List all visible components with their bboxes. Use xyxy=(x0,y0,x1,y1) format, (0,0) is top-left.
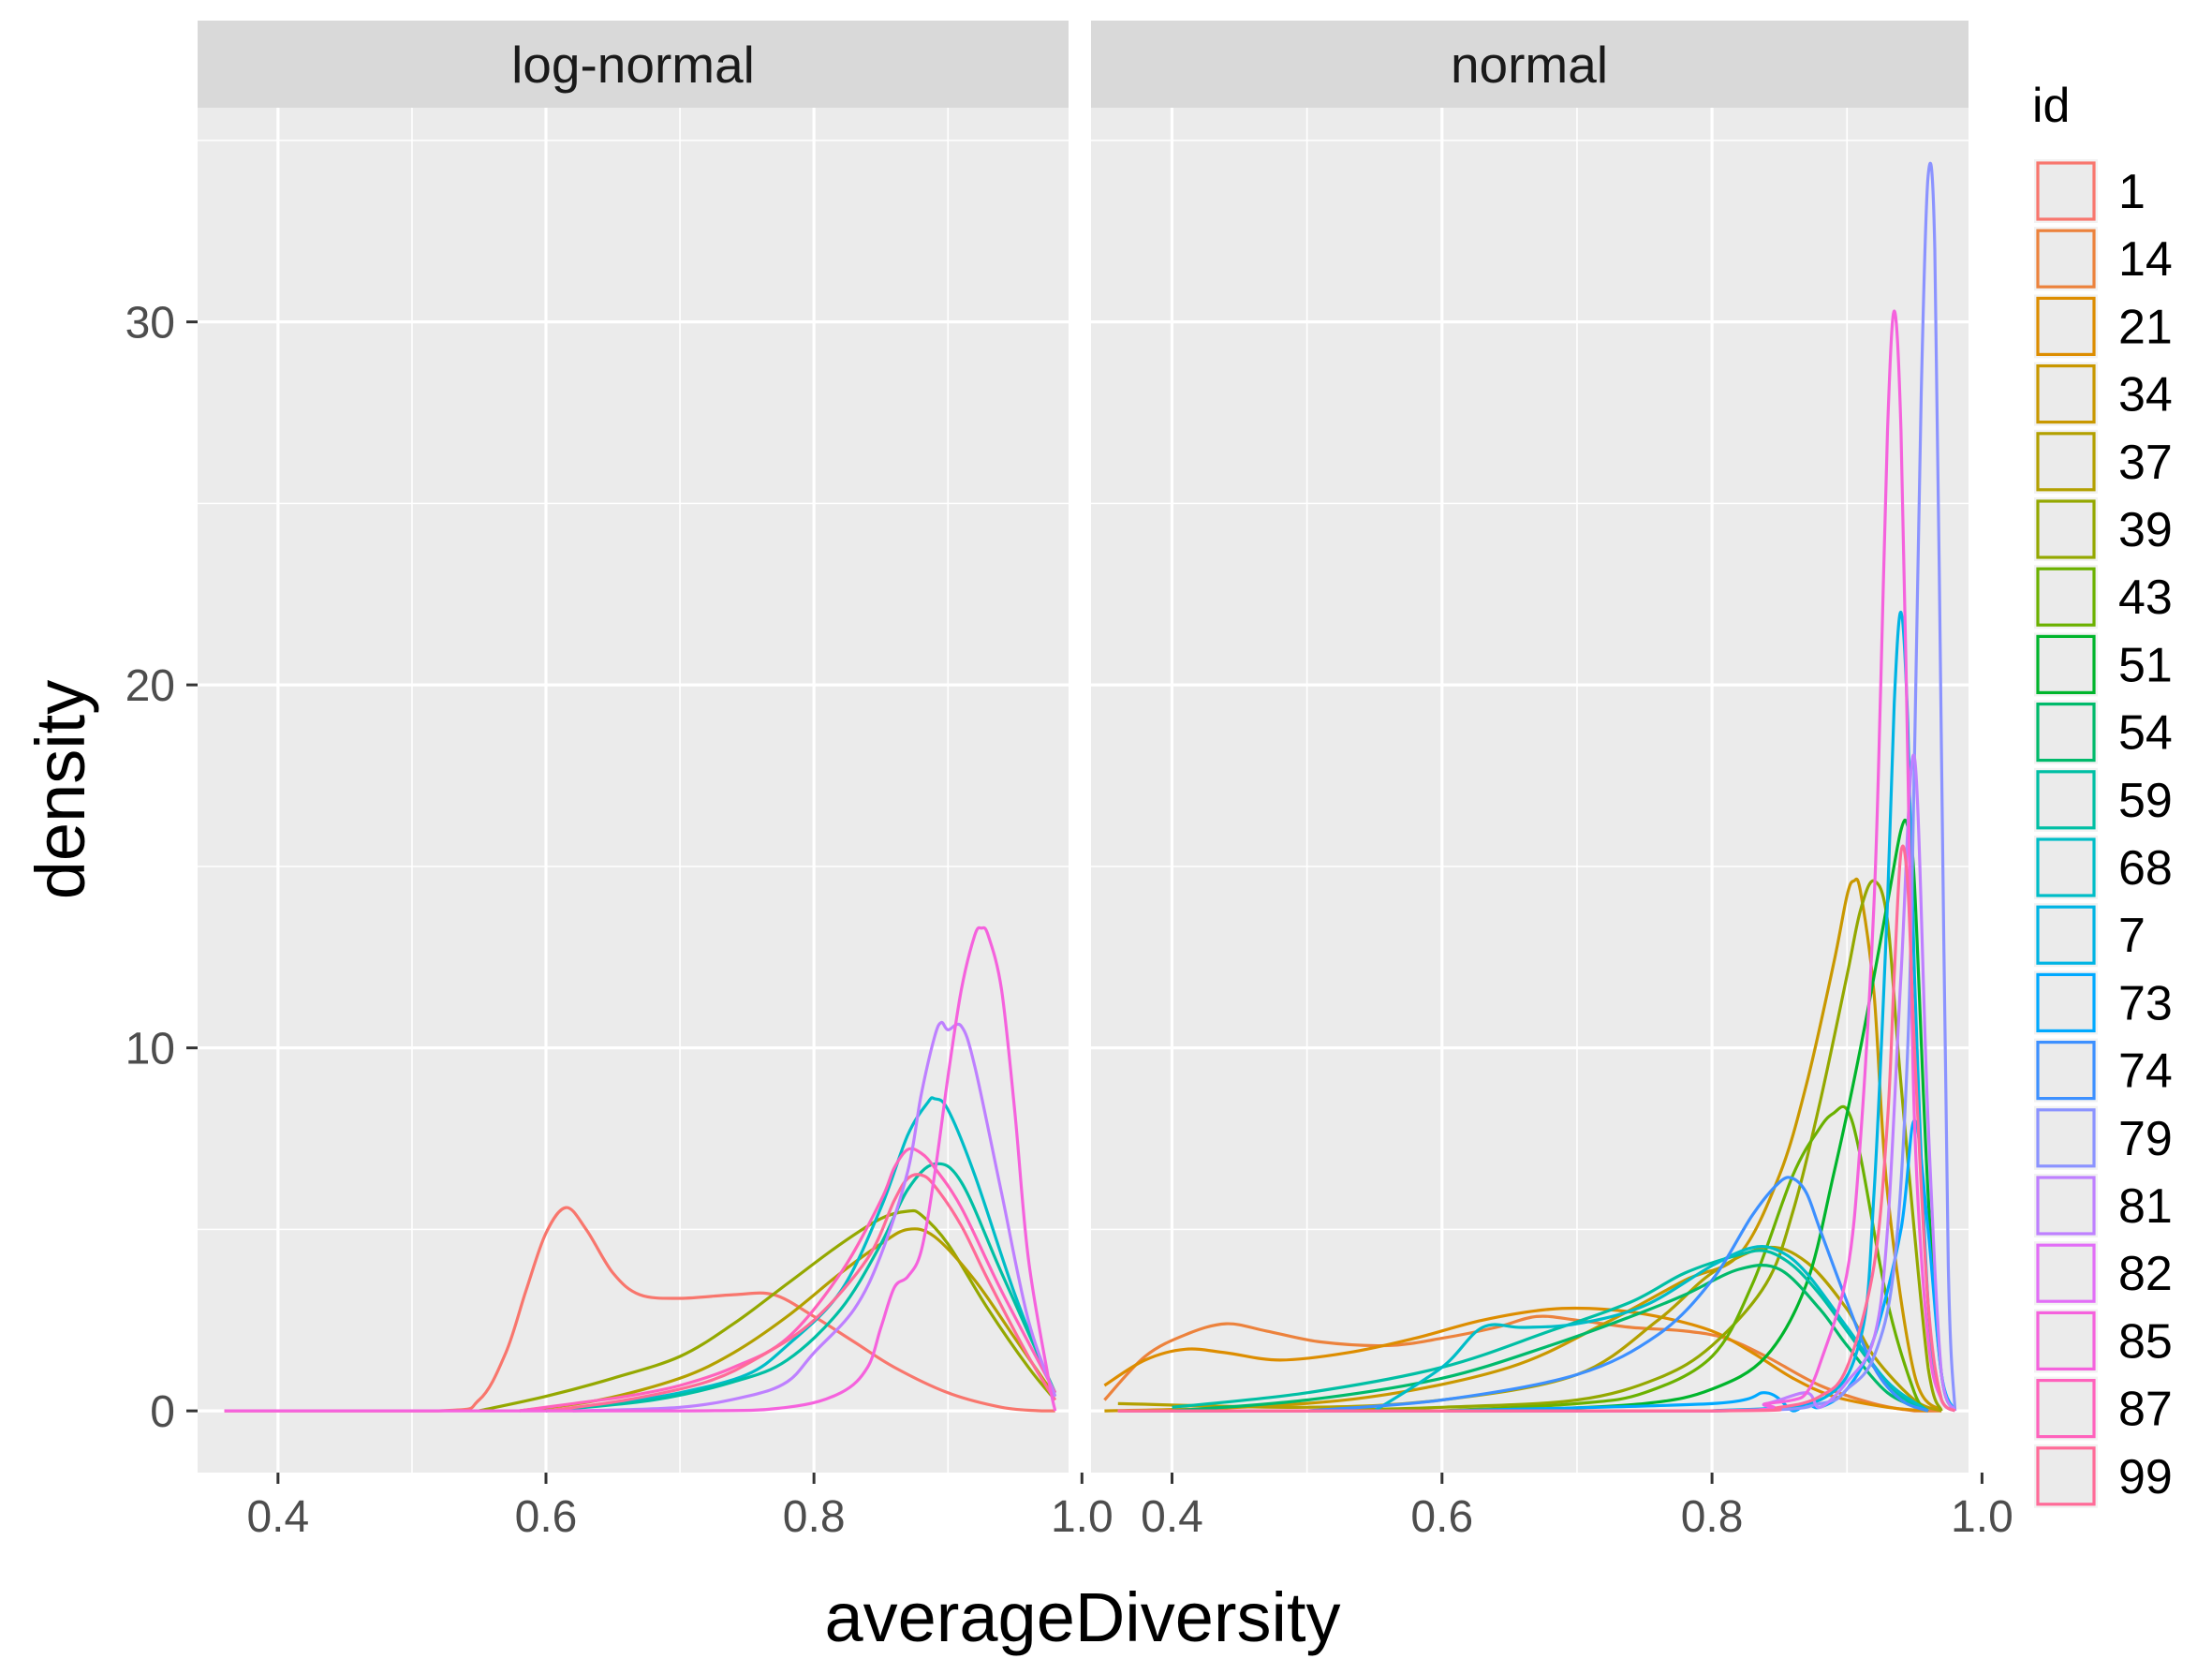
legend-key-85 xyxy=(2036,1311,2096,1371)
legend-label-1: 1 xyxy=(2118,165,2146,219)
y-tick-label: 0 xyxy=(150,1387,175,1437)
legend-label-79: 79 xyxy=(2118,1112,2173,1166)
strip-label-normal: normal xyxy=(1451,36,1608,94)
strip-label-log-normal: log-normal xyxy=(511,36,755,94)
density-lines-normal xyxy=(1103,161,1957,1413)
legend-key-37 xyxy=(2036,432,2096,492)
x-tick-label: 0.8 xyxy=(783,1492,846,1542)
density-line-1 xyxy=(224,1206,1055,1413)
legend-label-99: 99 xyxy=(2118,1450,2173,1504)
legend-key-74 xyxy=(2036,1040,2096,1101)
density-line-59 xyxy=(545,1162,1057,1413)
legend-label-54: 54 xyxy=(2118,706,2173,761)
y-axis: 0 10 20 30 xyxy=(125,299,198,1437)
legend-label-82: 82 xyxy=(2118,1247,2173,1301)
x-tick-label: 0.6 xyxy=(515,1492,578,1542)
legend-label-43: 43 xyxy=(2118,570,2173,625)
legend-label-74: 74 xyxy=(2118,1044,2173,1099)
x-tick-label: 0.4 xyxy=(1141,1492,1203,1542)
grid-normal xyxy=(1091,108,1984,1473)
density-line-73 xyxy=(1441,1118,1957,1413)
legend-key-34 xyxy=(2036,364,2096,424)
legend-label-7: 7 xyxy=(2118,909,2146,963)
density-line-87 xyxy=(519,1147,1057,1413)
legend-key-21 xyxy=(2036,296,2096,356)
legend-label-81: 81 xyxy=(2118,1179,2173,1234)
x-axis-title: averageDiversity xyxy=(824,1578,1340,1656)
legend-key-1 xyxy=(2036,161,2096,221)
legend-title: id xyxy=(2032,79,2070,133)
legend-key-81 xyxy=(2036,1176,2096,1236)
legend-key-68 xyxy=(2036,837,2096,897)
density-line-99 xyxy=(1117,844,1956,1413)
plot-area-log-normal xyxy=(198,108,1069,1473)
panel-log-normal: log-normal 0.4 0.6 0.8 1.0 0 10 20 30 xyxy=(125,21,1113,1542)
y-tick-label: 30 xyxy=(125,299,175,348)
legend-label-14: 14 xyxy=(2118,232,2173,287)
plot-area-normal xyxy=(1091,108,1969,1473)
x-axis-log-normal: 0.4 0.6 0.8 1.0 xyxy=(246,1473,1113,1542)
strip-normal xyxy=(1091,21,1969,108)
density-line-14 xyxy=(1103,1314,1942,1413)
density-line-99 xyxy=(545,1173,1057,1413)
legend-key-39 xyxy=(2036,499,2096,559)
y-tick-label: 10 xyxy=(125,1025,175,1074)
legend-label-87: 87 xyxy=(2118,1383,2173,1437)
legend-key-99 xyxy=(2036,1446,2096,1506)
density-lines-log-normal xyxy=(224,926,1057,1413)
legend-key-79 xyxy=(2036,1108,2096,1168)
legend-key-59 xyxy=(2036,770,2096,830)
legend-label-34: 34 xyxy=(2118,368,2173,422)
y-axis-title: density xyxy=(22,680,99,899)
x-tick-label: 0.8 xyxy=(1681,1492,1744,1542)
density-line-39 xyxy=(479,1208,1056,1413)
legend-label-68: 68 xyxy=(2118,841,2173,896)
x-tick-label: 0.4 xyxy=(246,1492,309,1542)
legend-key-87 xyxy=(2036,1378,2096,1439)
x-tick-label: 0.6 xyxy=(1410,1492,1473,1542)
density-line-68 xyxy=(1373,1245,1929,1413)
legend-label-21: 21 xyxy=(2118,300,2173,354)
legend-label-39: 39 xyxy=(2118,503,2173,557)
density-line-39 xyxy=(1306,879,1943,1413)
legend-key-51 xyxy=(2036,634,2096,695)
legend-key-14 xyxy=(2036,229,2096,289)
density-line-51 xyxy=(1509,818,1957,1413)
legend-key-82 xyxy=(2036,1243,2096,1303)
legend-label-85: 85 xyxy=(2118,1314,2173,1369)
density-line-85 xyxy=(224,926,1057,1413)
strip-log-normal xyxy=(198,21,1069,108)
density-line-34 xyxy=(1104,877,1943,1413)
legend-label-59: 59 xyxy=(2118,774,2173,828)
x-axis-normal: 0.4 0.6 0.8 1.0 xyxy=(1141,1473,2013,1542)
density-line-54 xyxy=(1172,1264,1929,1413)
legend-label-73: 73 xyxy=(2118,976,2173,1030)
density-line-37 xyxy=(519,1227,1057,1413)
legend-key-73 xyxy=(2036,972,2096,1033)
density-line-85 xyxy=(1117,309,1956,1413)
x-tick-label: 1.0 xyxy=(1951,1492,2013,1542)
density-line-74 xyxy=(1306,1176,1929,1413)
legend-key-7 xyxy=(2036,905,2096,965)
legend-label-51: 51 xyxy=(2118,638,2173,692)
density-line-79 xyxy=(1117,161,1957,1413)
legend-key-54 xyxy=(2036,702,2096,763)
panel-normal: normal 0.4 0.6 0.8 1.0 xyxy=(1091,21,2013,1542)
density-line-43 xyxy=(1441,1104,1930,1413)
legend-key-43 xyxy=(2036,567,2096,627)
y-tick-label: 20 xyxy=(125,661,175,711)
legend: 1 14 21 34 37 39 43 51 54 59 68 7 73 74 79 81 82 85 87 99 xyxy=(2034,159,2173,1508)
legend-label-37: 37 xyxy=(2118,436,2173,490)
x-tick-label: 1.0 xyxy=(1051,1492,1113,1542)
density-line-21 xyxy=(1103,1306,1928,1413)
density-line-81 xyxy=(572,1020,1057,1413)
